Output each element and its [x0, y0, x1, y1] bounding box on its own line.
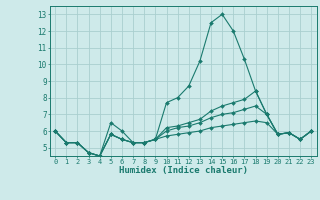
X-axis label: Humidex (Indice chaleur): Humidex (Indice chaleur) — [119, 166, 248, 175]
